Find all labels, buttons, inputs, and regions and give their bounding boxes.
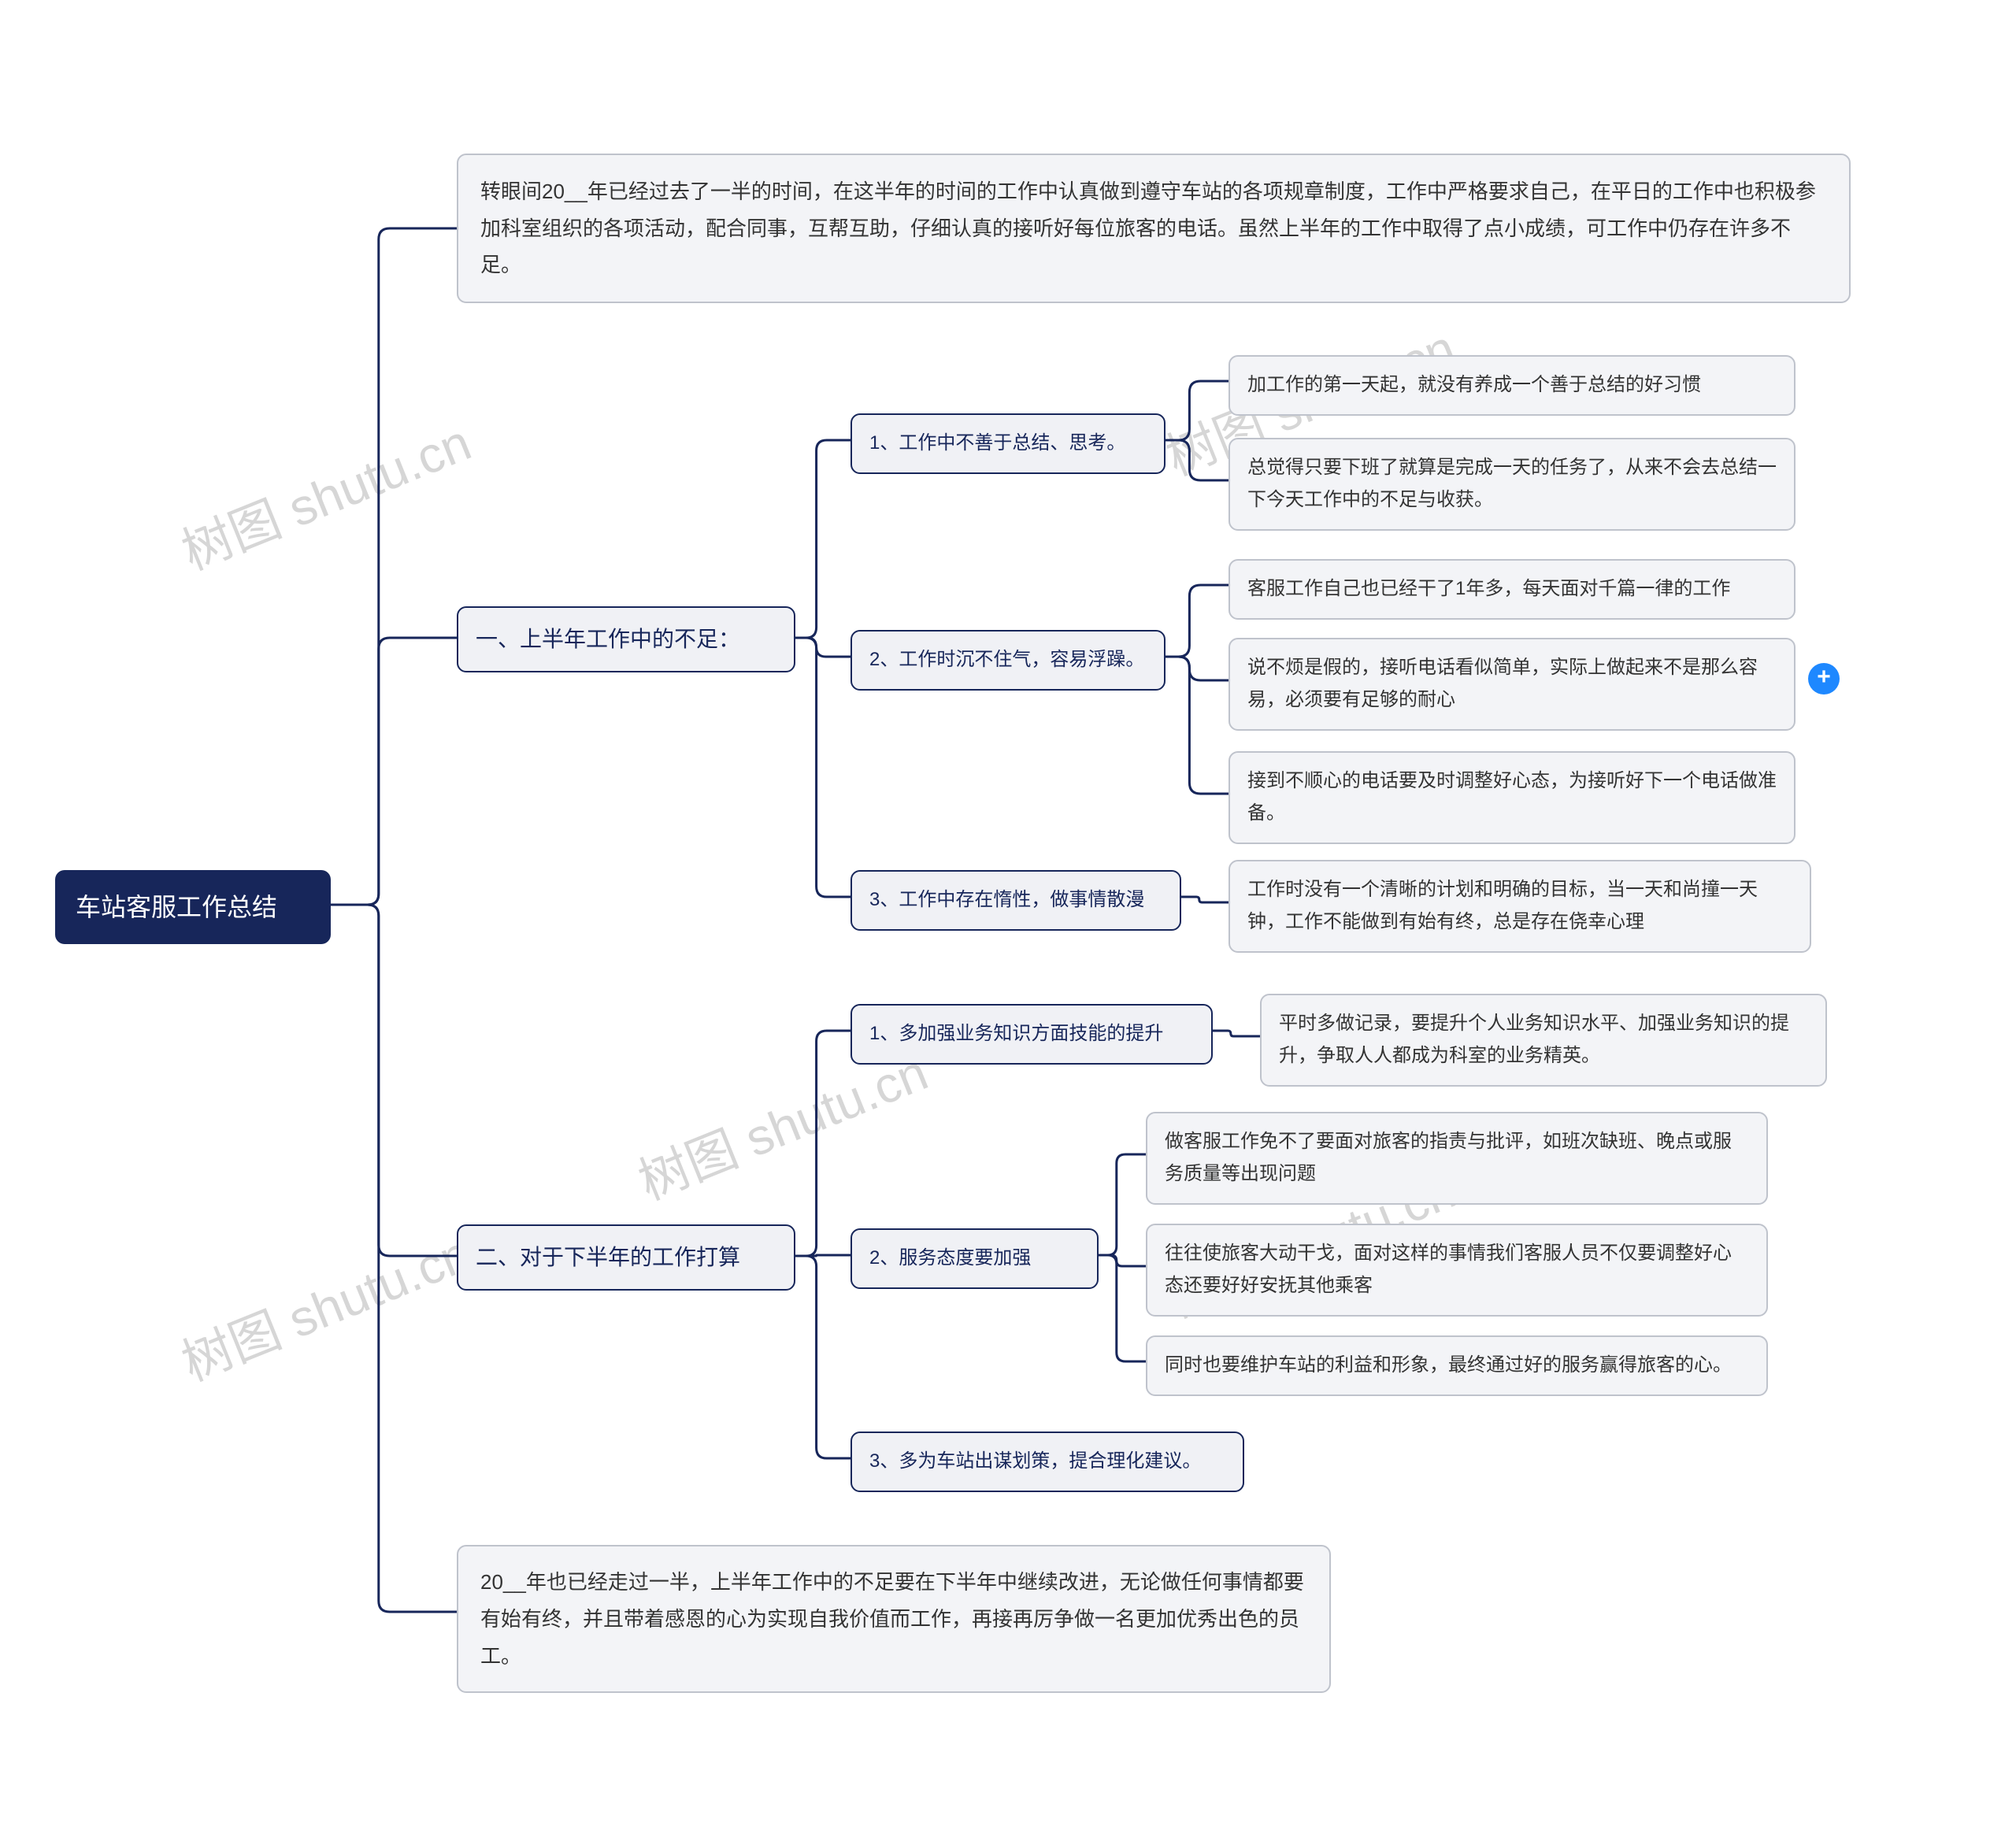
s2-item1-label: 1、多加强业务知识方面技能的提升 xyxy=(869,1018,1163,1050)
section2-node[interactable]: 二、对于下半年的工作打算 xyxy=(457,1224,795,1291)
s1-item1-leaf2[interactable]: 总觉得只要下班了就算是完成一天的任务了，从来不会去总结一下今天工作中的不足与收获… xyxy=(1228,438,1796,531)
s2-item2-leaf3[interactable]: 同时也要维护车站的利益和形象，最终通过好的服务赢得旅客的心。 xyxy=(1146,1335,1768,1396)
s2-item1-leaf1[interactable]: 平时多做记录，要提升个人业务知识水平、加强业务知识的提升，争取人人都成为科室的业… xyxy=(1260,994,1827,1087)
leaf-text: 接到不顺心的电话要及时调整好心态，为接听好下一个电话做准备。 xyxy=(1247,765,1777,830)
s1-item1-label: 1、工作中不善于总结、思考。 xyxy=(869,428,1125,460)
leaf-text: 同时也要维护车站的利益和形象，最终通过好的服务赢得旅客的心。 xyxy=(1165,1350,1732,1382)
s1-item3-label: 3、工作中存在惰性，做事情散漫 xyxy=(869,884,1144,917)
leaf-text: 工作时没有一个清晰的计划和明确的目标，当一天和尚撞一天钟，工作不能做到有始有终，… xyxy=(1247,874,1792,939)
s1-item2-leaf1[interactable]: 客服工作自己也已经干了1年多，每天面对千篇一律的工作 xyxy=(1228,559,1796,620)
leaf-text: 总觉得只要下班了就算是完成一天的任务了，从来不会去总结一下今天工作中的不足与收获… xyxy=(1247,452,1777,517)
watermark: 树图 shutu.cn xyxy=(170,1213,480,1395)
leaf-text: 做客服工作免不了要面对旅客的指责与批评，如班次缺班、晚点或服务质量等出现问题 xyxy=(1165,1126,1749,1191)
expand-button[interactable]: + xyxy=(1808,663,1840,694)
root-label: 车站客服工作总结 xyxy=(76,886,277,928)
section2-title: 二、对于下半年的工作打算 xyxy=(476,1239,740,1276)
s1-item2-label: 2、工作时沉不住气，容易浮躁。 xyxy=(869,644,1144,676)
section1-title: 一、上半年工作中的不足： xyxy=(476,620,740,658)
s1-item3-node[interactable]: 3、工作中存在惰性，做事情散漫 xyxy=(850,870,1181,931)
intro-text: 转眼间20__年已经过去了一半的时间，在这半年的时间的工作中认真做到遵守车站的各… xyxy=(480,173,1827,283)
s2-item2-node[interactable]: 2、服务态度要加强 xyxy=(850,1228,1099,1289)
outro-text: 20__年也已经走过一半，上半年工作中的不足要在下半年中继续改进，无论做任何事情… xyxy=(480,1564,1307,1674)
leaf-text: 加工作的第一天起，就没有养成一个善于总结的好习惯 xyxy=(1247,369,1701,402)
s1-item2-leaf2[interactable]: 说不烦是假的，接听电话看似简单，实际上做起来不是那么容易，必须要有足够的耐心 xyxy=(1228,638,1796,731)
s1-item3-leaf1[interactable]: 工作时没有一个清晰的计划和明确的目标，当一天和尚撞一天钟，工作不能做到有始有终，… xyxy=(1228,860,1811,953)
watermark: 树图 shutu.cn xyxy=(170,402,480,584)
s2-item3-label: 3、多为车站出谋划策，提合理化建议。 xyxy=(869,1446,1201,1478)
s1-item1-leaf1[interactable]: 加工作的第一天起，就没有养成一个善于总结的好习惯 xyxy=(1228,355,1796,416)
s2-item3-node[interactable]: 3、多为车站出谋划策，提合理化建议。 xyxy=(850,1432,1244,1492)
intro-node[interactable]: 转眼间20__年已经过去了一半的时间，在这半年的时间的工作中认真做到遵守车站的各… xyxy=(457,154,1851,303)
plus-icon: + xyxy=(1817,664,1831,690)
root-node[interactable]: 车站客服工作总结 xyxy=(55,870,331,944)
s2-item2-leaf2[interactable]: 往往使旅客大动干戈，面对这样的事情我们客服人员不仅要调整好心态还要好好安抚其他乘… xyxy=(1146,1224,1768,1317)
s2-item2-leaf1[interactable]: 做客服工作免不了要面对旅客的指责与批评，如班次缺班、晚点或服务质量等出现问题 xyxy=(1146,1112,1768,1205)
s1-item1-node[interactable]: 1、工作中不善于总结、思考。 xyxy=(850,413,1166,474)
s2-item1-node[interactable]: 1、多加强业务知识方面技能的提升 xyxy=(850,1004,1213,1065)
leaf-text: 往往使旅客大动干戈，面对这样的事情我们客服人员不仅要调整好心态还要好好安抚其他乘… xyxy=(1165,1238,1749,1302)
leaf-text: 平时多做记录，要提升个人业务知识水平、加强业务知识的提升，争取人人都成为科室的业… xyxy=(1279,1008,1808,1072)
mindmap-stage: 树图 shutu.cn 树图 shutu.cn 树图 shutu.cn 树图 s… xyxy=(0,0,2016,1826)
s1-item2-leaf3[interactable]: 接到不顺心的电话要及时调整好心态，为接听好下一个电话做准备。 xyxy=(1228,751,1796,844)
outro-node[interactable]: 20__年也已经走过一半，上半年工作中的不足要在下半年中继续改进，无论做任何事情… xyxy=(457,1545,1331,1693)
s1-item2-node[interactable]: 2、工作时沉不住气，容易浮躁。 xyxy=(850,630,1166,691)
leaf-text: 客服工作自己也已经干了1年多，每天面对千篇一律的工作 xyxy=(1247,573,1730,606)
s2-item2-label: 2、服务态度要加强 xyxy=(869,1243,1031,1275)
leaf-text: 说不烦是假的，接听电话看似简单，实际上做起来不是那么容易，必须要有足够的耐心 xyxy=(1247,652,1777,717)
section1-node[interactable]: 一、上半年工作中的不足： xyxy=(457,606,795,672)
